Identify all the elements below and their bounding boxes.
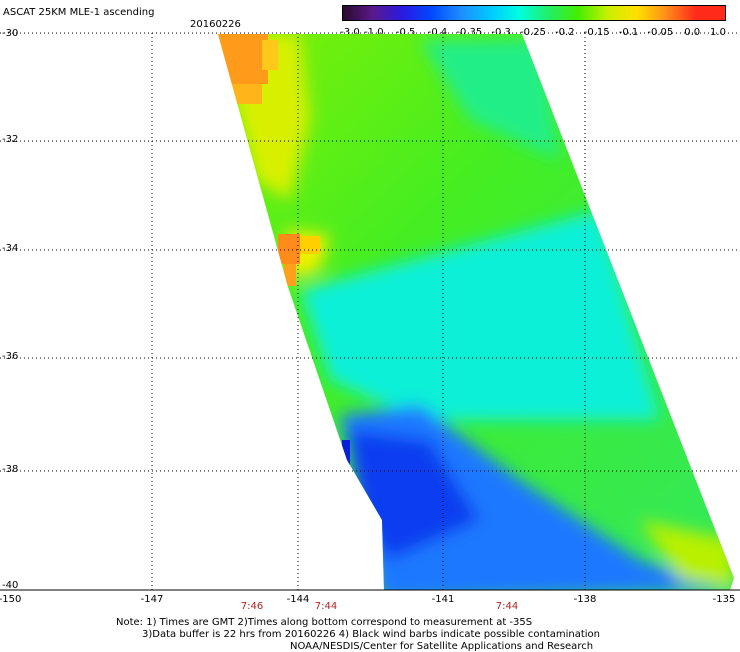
lon-label: -147 bbox=[140, 594, 164, 605]
map-date: 20160226 bbox=[190, 19, 241, 30]
lat-label: -36 bbox=[2, 351, 19, 362]
deep-blue-region bbox=[350, 430, 480, 560]
note-line-2: 3)Data buffer is 22 hrs from 20160226 4)… bbox=[142, 629, 600, 640]
color-scale-label: -0.5 bbox=[395, 27, 416, 38]
swath-data bbox=[218, 34, 734, 590]
lon-label: -150 bbox=[0, 594, 22, 605]
deep-blue-edge bbox=[342, 440, 350, 470]
note-line-3: NOAA/NESDIS/Center for Satellite Applica… bbox=[290, 641, 594, 652]
map-title: ASCAT 25KM MLE-1 ascending bbox=[3, 7, 155, 18]
color-scale-segment bbox=[431, 6, 462, 20]
lon-label: -135 bbox=[712, 594, 736, 605]
time-label: 7:44 bbox=[495, 601, 519, 612]
lat-label: -32 bbox=[2, 134, 19, 145]
grid-lines bbox=[0, 32, 740, 590]
color-scale-segment bbox=[372, 6, 403, 20]
color-scale-label: -3.0 bbox=[340, 27, 360, 38]
color-scale-label: -1.0 bbox=[364, 27, 384, 38]
color-scale-segment bbox=[548, 6, 579, 20]
lon-label: -138 bbox=[573, 594, 597, 605]
lat-label: -34 bbox=[2, 243, 19, 254]
color-scale-label: -0.4 bbox=[427, 27, 448, 38]
cyan-region bbox=[300, 210, 660, 420]
lat-label: -40 bbox=[2, 580, 19, 591]
color-scale-segment bbox=[489, 6, 520, 20]
time-label: 7:46 bbox=[240, 601, 264, 612]
time-label: 7:44 bbox=[314, 601, 338, 612]
note-line-1: Note: 1) Times are GMT 2)Times along bot… bbox=[116, 617, 533, 628]
color-scale-segment bbox=[578, 6, 608, 20]
color-scale-segment bbox=[460, 6, 491, 20]
color-scale-segment bbox=[519, 6, 550, 20]
violet-edge bbox=[350, 478, 358, 492]
color-scale-segment bbox=[401, 6, 432, 20]
yellow-green-southeast bbox=[640, 520, 734, 590]
color-scale-segment bbox=[607, 6, 638, 20]
lon-label: -144 bbox=[286, 594, 310, 605]
color-scale-segment bbox=[636, 6, 667, 20]
lon-label: -141 bbox=[431, 594, 455, 605]
color-scale-label: -0.3 bbox=[491, 27, 511, 38]
lat-label: -38 bbox=[2, 464, 19, 475]
color-scale-label: -0.35 bbox=[456, 27, 483, 38]
green-cyan-north bbox=[420, 40, 560, 160]
color-scale-label: 1.0 bbox=[710, 27, 726, 38]
color-scale-segment bbox=[666, 6, 697, 20]
color-scale-segment bbox=[695, 6, 726, 20]
lat-label: -30 bbox=[2, 28, 19, 39]
color-scale-segment bbox=[343, 6, 373, 20]
color-scale-bar bbox=[342, 5, 726, 21]
